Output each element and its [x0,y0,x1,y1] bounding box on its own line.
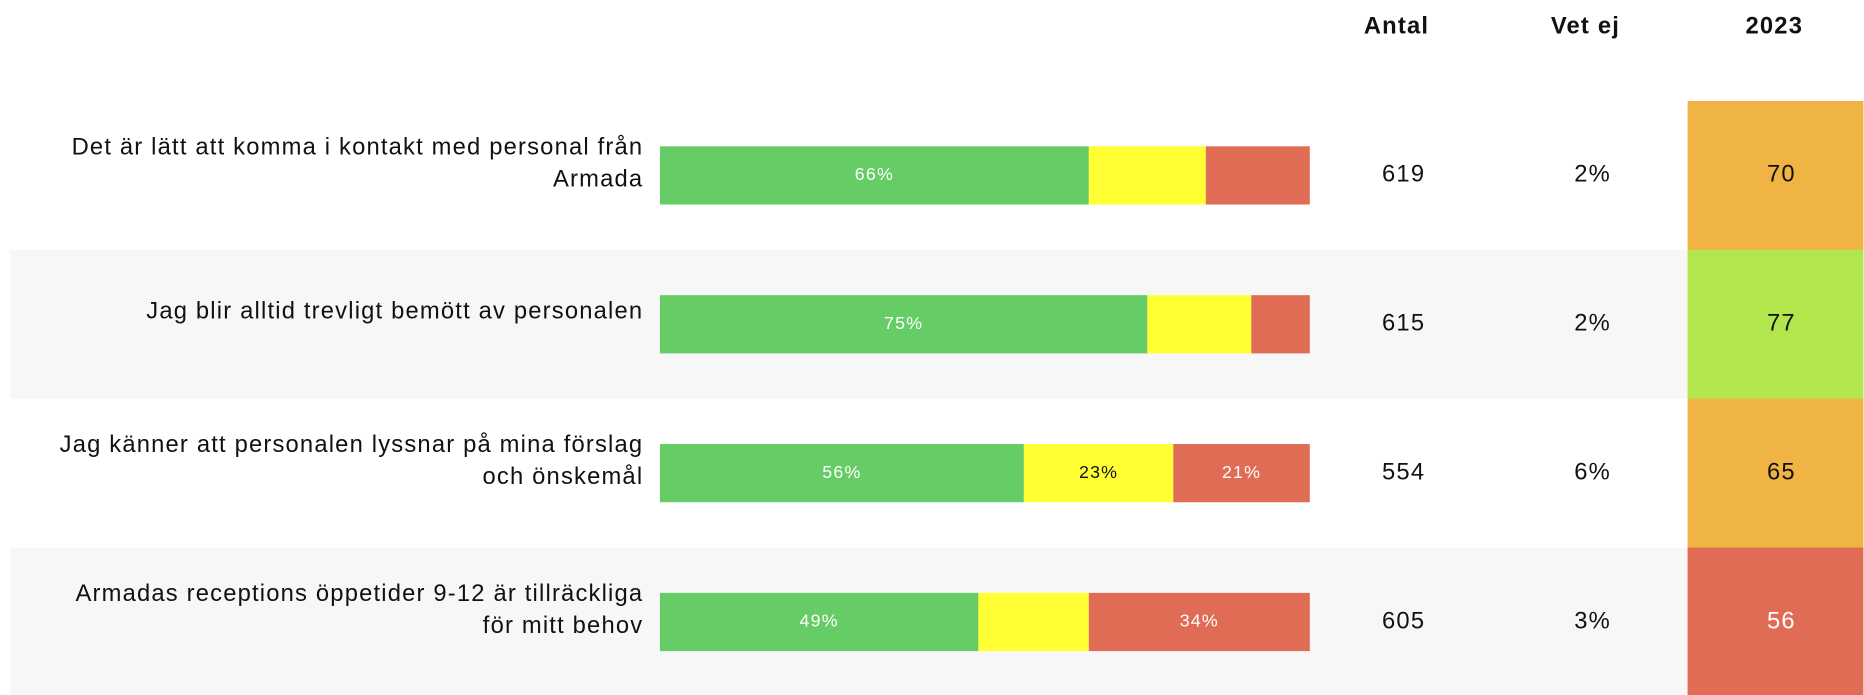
row-label: och önskemål [483,463,644,490]
data-label: 75% [884,313,923,333]
data-label: 49% [800,611,839,631]
row-label: för mitt behov [483,612,644,639]
score: 65 [1767,458,1796,485]
score-cell [1687,547,1864,695]
data-label: 34% [1180,611,1219,631]
row-label: Jag blir alltid trevligt bemött av perso… [146,298,643,325]
data-label: 23% [1079,462,1118,482]
antal: 554 [1382,458,1425,485]
vet-ej: 2% [1574,161,1611,188]
column-header: 2023 [1746,13,1804,40]
bar-segment [1088,146,1206,205]
score-cell [1687,249,1864,400]
bar-segment [1147,295,1252,354]
score-cell [1687,100,1864,251]
antal: 615 [1382,310,1425,337]
score: 77 [1767,310,1796,337]
bar-segment [659,444,1024,503]
row-label: Jag känner att personalen lyssnar på min… [60,431,644,458]
bar-segment [1023,444,1174,503]
antal: 619 [1382,161,1425,188]
vet-ej: 2% [1574,310,1611,337]
row-label: Armadas receptions öppetider 9-12 är til… [76,580,644,607]
score: 56 [1767,607,1796,634]
column-header: Vet ej [1551,13,1620,40]
row-label: Det är lätt att komma i kontakt med pers… [72,133,644,160]
bar-segment [659,592,979,652]
data-label: 56% [822,462,861,482]
score: 70 [1767,161,1796,188]
bar-segment [1251,295,1310,354]
vet-ej: 6% [1574,458,1611,485]
bar-segment [659,295,1148,354]
bar-segment [659,146,1089,205]
row-label: Armada [553,165,643,192]
antal: 605 [1382,607,1425,634]
bar-segment [1205,146,1310,205]
bar-segment [1088,592,1310,652]
data-label: 21% [1222,462,1261,482]
column-header: Antal [1364,13,1429,40]
vet-ej: 3% [1574,607,1611,634]
bar-segment [978,592,1089,652]
data-label: 66% [855,164,894,184]
score-cell [1687,398,1864,549]
bar-segment [1173,444,1310,503]
